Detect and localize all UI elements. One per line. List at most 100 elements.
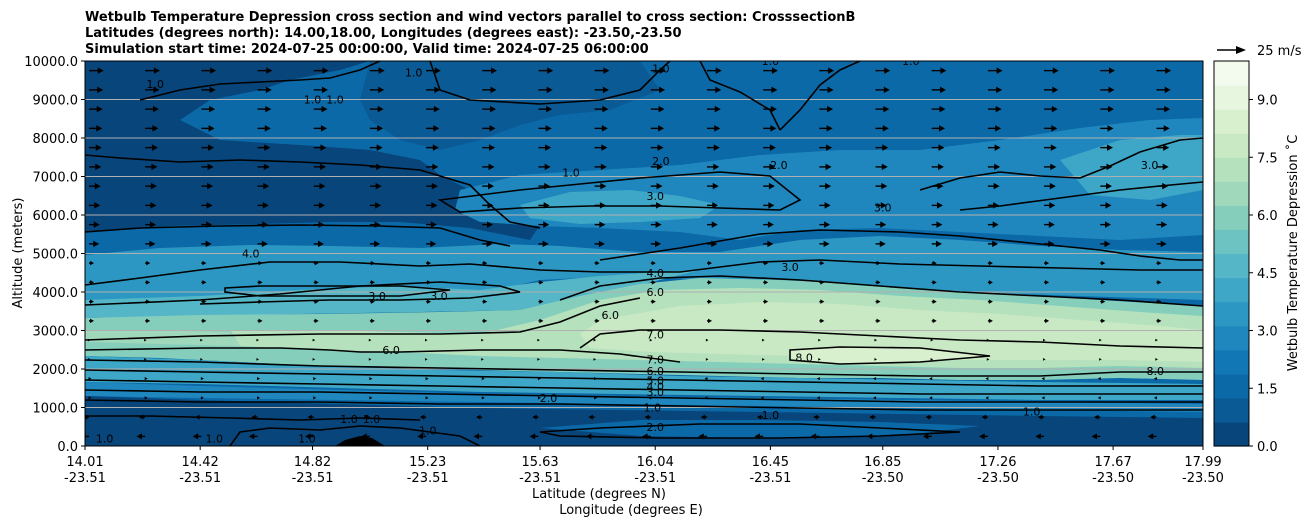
contour-label: 4.0: [646, 380, 664, 393]
wind-arrow: [931, 105, 946, 113]
wind-arrow: [369, 299, 375, 304]
wind-arrow: [650, 67, 666, 74]
wind-arrow: [257, 260, 263, 266]
colorbar: [1214, 61, 1249, 447]
wind-arrow: [1035, 433, 1045, 440]
contour-line: [85, 281, 521, 306]
wind-arrow: [482, 67, 498, 74]
wind-arrow: [195, 414, 202, 420]
contour-line: [85, 297, 641, 341]
contour-label: 4.0: [242, 248, 260, 261]
colorbar-segment: [1214, 253, 1249, 279]
y-tick-label: 5000.0: [33, 248, 79, 263]
wind-arrow: [931, 144, 945, 151]
svg-text:3.0: 3.0: [368, 290, 386, 303]
wind-arrow: [87, 338, 91, 342]
wind-arrow: [313, 318, 319, 324]
wind-arrow: [931, 125, 945, 132]
svg-text:1.0: 1.0: [405, 67, 423, 80]
svg-text:6.0: 6.0: [646, 365, 664, 378]
wind-arrow: [706, 221, 718, 228]
wind-arrow: [987, 260, 993, 266]
svg-text:1.0: 1.0: [1023, 405, 1041, 418]
plot-area: 1.01.0 1.01.0 1.01.0 1.02.0 2.01.03.03.03.04…: [85, 55, 1203, 446]
wind-arrow: [313, 376, 317, 381]
contour-label: 2.0: [770, 159, 788, 172]
wind-arrow: [145, 202, 157, 209]
contour-label: 1.0: [562, 167, 580, 180]
wind-arrow: [426, 240, 437, 248]
wind-arrow: [706, 280, 712, 285]
wind-arrow: [1044, 105, 1058, 113]
y-axis-label: Altitude (meters): [11, 198, 26, 309]
contour-label: 3.0: [646, 190, 664, 203]
wind-arrow: [144, 376, 148, 381]
colorbar-segment: [1214, 181, 1249, 206]
wind-arrow: [532, 414, 539, 420]
wind-arrow: [1100, 221, 1112, 228]
wind-arrow: [594, 240, 605, 248]
wind-arrow: [313, 86, 328, 94]
wind-arrow: [875, 240, 886, 248]
wind-arrow: [816, 396, 820, 400]
contour-fill-surface-lighter: [540, 420, 980, 438]
wind-arrow: [875, 86, 890, 94]
colorbar-segment: [1214, 421, 1249, 447]
wind-arrow: [648, 396, 652, 400]
contour-label: 2.0: [540, 392, 558, 405]
wind-arrow: [1044, 202, 1056, 209]
wind-arrow: [650, 125, 665, 132]
wind-arrow: [875, 299, 881, 304]
wind-arrow: [369, 396, 373, 400]
svg-text:1.0: 1.0: [762, 55, 780, 68]
wind-arrow: [594, 318, 600, 324]
wind-arrow: [816, 376, 820, 381]
wind-arrow: [201, 280, 207, 285]
contour-label: 8.0: [795, 351, 813, 364]
wind-arrow: [1156, 86, 1171, 94]
wind-arrow: [201, 318, 207, 324]
wind-arrow: [257, 105, 272, 113]
chart-title-line-3: Simulation start time: 2024-07-25 00:00:…: [85, 42, 649, 57]
wind-arrow: [987, 182, 1000, 190]
wind-arrow: [1091, 433, 1101, 440]
wind-arrow: [706, 299, 712, 304]
contour-line: [599, 229, 1203, 261]
svg-text:3.0: 3.0: [646, 386, 664, 399]
wind-arrow: [538, 299, 544, 304]
wind-arrow: [594, 221, 606, 228]
wind-arrow: [85, 414, 89, 420]
wind-arrow: [424, 338, 428, 342]
wind-arrow: [986, 357, 990, 361]
svg-text:5.0: 5.0: [646, 375, 664, 388]
wind-arrow: [88, 376, 92, 381]
wind-arrow: [1042, 338, 1046, 342]
contour-label: 1.0: [762, 55, 780, 68]
wind-arrow: [369, 260, 375, 266]
wind-arrow: [819, 67, 835, 74]
wind-arrow: [426, 105, 440, 113]
contour-label: 3.0: [781, 261, 799, 274]
wind-arrow: [1099, 338, 1102, 342]
x-tick-label-lon: -23.51: [64, 471, 106, 486]
wind-arrow: [201, 67, 217, 74]
contour-label: 1.0: [326, 94, 344, 107]
wind-arrow: [538, 105, 553, 113]
svg-text:1.0: 1.0: [644, 402, 662, 415]
wind-arrow: [931, 318, 937, 324]
contour-label: 4.0: [646, 267, 664, 280]
colorbar-segment: [1214, 229, 1249, 255]
wind-arrow: [89, 318, 94, 324]
colorbar-segment: [1214, 205, 1249, 231]
svg-text:1.0: 1.0: [205, 432, 223, 445]
contour-label: 6.0: [646, 365, 664, 378]
colorbar-segment: [1214, 325, 1249, 351]
wind-arrow: [481, 376, 485, 381]
wind-arrow: [88, 396, 92, 400]
wind-arrow: [875, 125, 889, 132]
wind-arrow: [594, 376, 598, 381]
contour-label: 1.0: [902, 61, 920, 68]
wind-arrow: [200, 357, 203, 361]
wind-arrow: [257, 396, 261, 400]
x-axis: 14.01-23.5114.42-23.5114.82-23.5115.23-2…: [64, 446, 1224, 486]
